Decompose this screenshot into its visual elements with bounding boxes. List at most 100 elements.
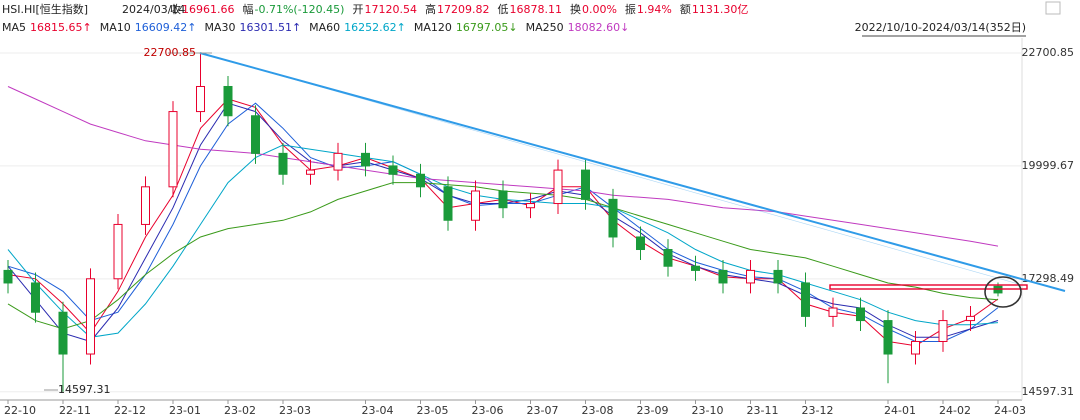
candle-body (938, 320, 948, 342)
candle-body (306, 169, 315, 175)
x-tick-label: 23-09 (637, 404, 669, 417)
candle-body (718, 269, 728, 284)
candle-body (966, 315, 975, 322)
quote-label: 收 (170, 2, 181, 16)
x-tick-label: 23-07 (527, 404, 559, 417)
x-tick-label: 24-01 (884, 404, 916, 417)
legend-value: 16301.51↑ (239, 21, 301, 34)
plot: 14597.31 17298.49 19999.67 22700.85 22-10 22-… (0, 46, 1074, 417)
legend-name: MA120 (414, 21, 452, 34)
quote-value: 0.00% (582, 3, 617, 16)
quote-label: 幅 (243, 3, 254, 16)
candle-body (636, 236, 645, 251)
x-tick-label: 23-08 (582, 404, 614, 417)
candle-body (553, 169, 563, 205)
candle-body (141, 186, 150, 225)
x-tick-label: 22-11 (59, 404, 91, 417)
legend-name: MA60 (309, 21, 340, 34)
candle-body (388, 165, 398, 175)
candle-body (471, 190, 480, 221)
candle-body (581, 169, 590, 200)
x-tick-label: 24-02 (939, 404, 971, 417)
legend: MA5 16815.65↑ MA10 16609.42↑ MA30 16301.51↑ MA… (2, 21, 629, 34)
candle-body (278, 152, 288, 175)
quote-label: 额 (680, 3, 691, 16)
ma-line (7, 144, 999, 338)
legend-name: MA10 (100, 21, 131, 34)
candle-body (801, 282, 810, 317)
quote-label: 低 (497, 3, 508, 16)
quote-value: 16961.66 (182, 3, 235, 16)
legend-name: MA250 (526, 21, 564, 34)
x-tick-label: 22-12 (114, 404, 146, 417)
resistance-box (829, 284, 1028, 290)
candle-body (416, 173, 425, 188)
trend-line-thin (199, 52, 1023, 286)
max-annotation: 22700.85 (144, 46, 197, 59)
x-tick-label: 23-01 (169, 404, 201, 417)
x-tick-label: 23-11 (747, 404, 779, 417)
candle-body (86, 278, 95, 355)
legend-value: 18082.60↓ (568, 21, 630, 34)
quote-fields: 收 16961.66 幅 -0.71%(-120.45) 开 17120.54 高 17209… (170, 2, 748, 16)
candle-body (31, 282, 40, 313)
quote-value: 17120.54 (364, 3, 417, 16)
legend-value: 16609.42↑ (135, 21, 197, 34)
candle-body (773, 269, 783, 284)
quote-value: 17209.82 (437, 3, 490, 16)
legend-value: 16797.05↓ (456, 21, 518, 34)
candle-body (113, 223, 123, 280)
x-tick-label: 22-10 (4, 404, 36, 417)
legend-name: MA30 (204, 21, 235, 34)
candle-body (251, 115, 260, 154)
candle-body (608, 198, 618, 238)
candle-body (856, 307, 865, 322)
candle-body (911, 340, 920, 355)
candle-body (498, 190, 508, 209)
candle-body (526, 203, 535, 209)
quote-label: 振 (625, 2, 636, 16)
quote-label: 高 (425, 2, 436, 16)
candle-body (746, 269, 755, 284)
candle-body (663, 249, 673, 267)
symbol: HSI.HI[恒生指数] (2, 2, 88, 16)
x-tick-label: 23-02 (224, 404, 256, 417)
x-tick-label: 23-05 (417, 404, 449, 417)
candle-body (168, 111, 178, 188)
x-tick-label: 23-04 (362, 404, 394, 417)
candle-body (443, 186, 453, 221)
y-tick-label: 22700.85 (1022, 46, 1075, 59)
quote-date: 2024/03/14 (122, 3, 185, 16)
y-tick-label: 17298.49 (1022, 272, 1075, 285)
trend-line (199, 52, 1066, 292)
candle-body (58, 311, 68, 355)
quote-value: 1.94% (637, 3, 672, 16)
candle-body (196, 85, 205, 113)
x-tick-label: 23-12 (802, 404, 834, 417)
candle-body (883, 320, 893, 355)
y-tick-label: 14597.31 (1022, 385, 1075, 398)
x-tick-label: 23-10 (692, 404, 724, 417)
candle-body (691, 265, 700, 271)
x-tick-label: 23-06 (472, 404, 504, 417)
candle-body (361, 152, 370, 167)
legend-name: MA5 (2, 21, 26, 34)
quote-value: 1131.30亿 (692, 3, 749, 16)
legend-value: 16252.62↑ (344, 21, 406, 34)
x-tick-label: 24-03 (994, 404, 1026, 417)
quote-label: 换 (570, 2, 581, 16)
icon[interactable] (1045, 1, 1061, 15)
candle-body (223, 85, 233, 117)
candle-body (828, 307, 838, 317)
y-tick-label: 19999.67 (1022, 159, 1075, 172)
quote-value: -0.71%(-120.45) (255, 3, 345, 16)
min-annotation: 14597.31 (58, 383, 111, 396)
x-tick-label: 23-03 (279, 404, 311, 417)
highlight-circle (984, 276, 1022, 308)
date-range[interactable]: 2022/10/10-2024/03/14(352日) (855, 21, 1026, 34)
candle-body (3, 269, 13, 284)
quote-label: 开 (352, 3, 363, 16)
candle-body (333, 152, 343, 171)
